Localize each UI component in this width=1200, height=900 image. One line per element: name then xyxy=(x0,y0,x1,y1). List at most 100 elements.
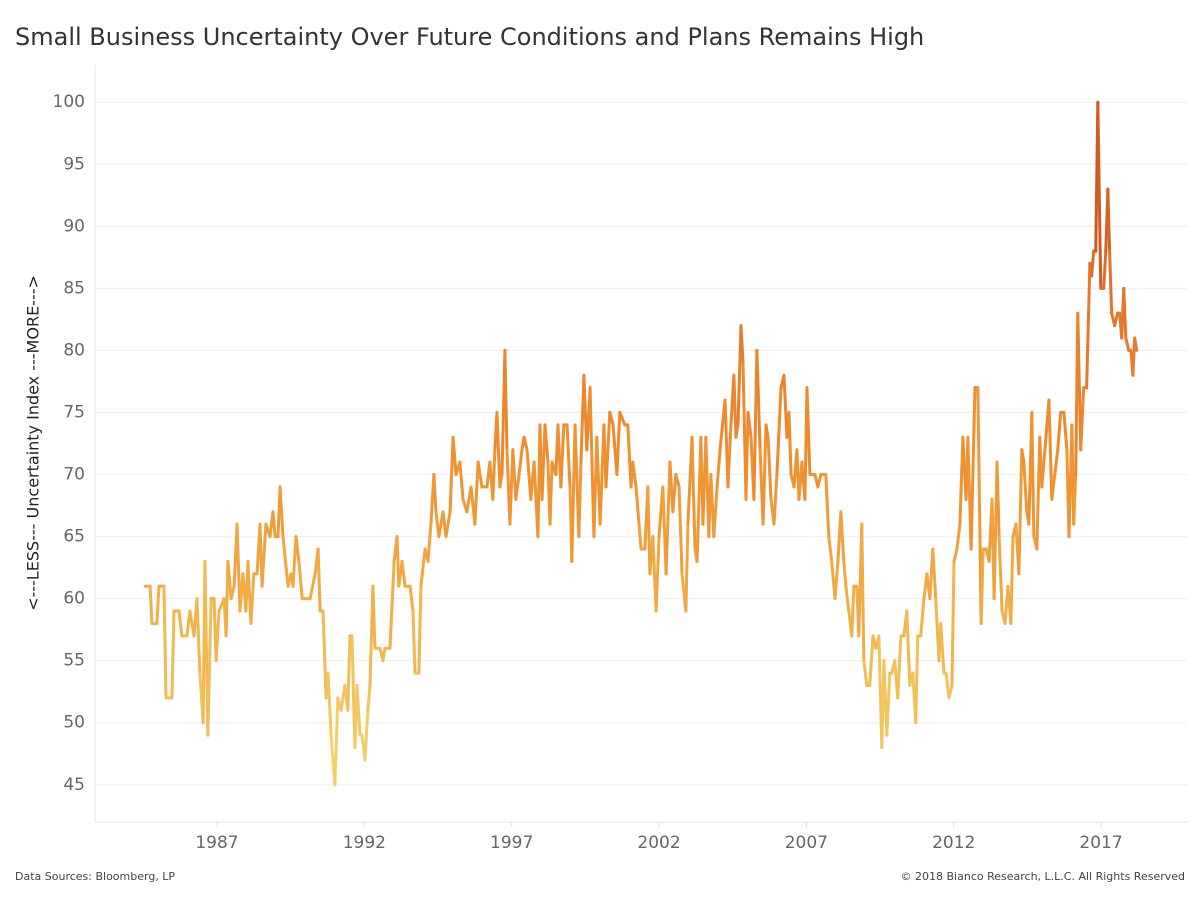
line-segment xyxy=(565,423,572,489)
line-segment xyxy=(833,559,840,601)
y-tick-label: 50 xyxy=(63,713,85,733)
line-segment xyxy=(1076,311,1083,452)
line-segment xyxy=(271,510,277,539)
line-segment xyxy=(690,435,697,551)
line-segment xyxy=(297,559,304,601)
line-segment xyxy=(444,510,452,539)
line-segment xyxy=(931,547,938,601)
line-segment xyxy=(148,584,154,625)
line-segment xyxy=(321,609,328,700)
x-tick-label: 2007 xyxy=(785,833,828,853)
line-segment xyxy=(969,386,977,551)
line-segment xyxy=(1096,100,1103,290)
line-segment xyxy=(1062,410,1069,452)
line-segment xyxy=(417,584,423,675)
line-segment xyxy=(868,634,875,687)
line-segment xyxy=(363,708,370,762)
line-segment xyxy=(1047,398,1054,501)
line-segment xyxy=(155,584,161,625)
line-segment xyxy=(955,522,962,551)
line-segment xyxy=(543,423,550,464)
line-segment xyxy=(976,386,983,625)
line-segment xyxy=(827,535,834,563)
line-segment xyxy=(411,609,417,675)
line-segment xyxy=(766,435,773,501)
line-segment xyxy=(294,535,301,563)
line-segment xyxy=(824,473,831,539)
line-segment xyxy=(326,671,333,737)
line-segment xyxy=(458,460,465,501)
line-segment xyxy=(1072,473,1078,526)
line-segment xyxy=(451,435,458,477)
line-segment xyxy=(278,485,285,539)
line-segment xyxy=(308,572,317,601)
line-segment xyxy=(860,522,866,663)
y-tick-label: 55 xyxy=(63,651,85,671)
line-segment xyxy=(734,423,740,439)
line-segment xyxy=(862,659,869,687)
line-segment xyxy=(1090,249,1096,278)
line-segment xyxy=(1030,410,1036,539)
line-segment xyxy=(919,597,926,638)
line-segment xyxy=(995,460,1001,539)
line-segment xyxy=(229,584,236,601)
line-segment xyxy=(419,547,427,588)
line-segment xyxy=(732,373,738,439)
line-segment xyxy=(388,559,396,650)
chart-title: Small Business Uncertainty Over Future C… xyxy=(15,23,924,51)
line-segment xyxy=(1133,336,1139,352)
x-tick-label: 2017 xyxy=(1079,833,1122,853)
line-segment xyxy=(226,559,233,601)
line-segment xyxy=(755,348,762,452)
line-segment xyxy=(618,410,627,427)
line-segment xyxy=(671,473,678,514)
line-segment xyxy=(1050,473,1057,501)
x-tick-label: 1992 xyxy=(343,833,386,853)
line-segment xyxy=(495,410,502,489)
y-axis-label: <---LESS--- Uncertainty Index ---MORE---… xyxy=(24,275,43,611)
line-segment xyxy=(816,473,823,489)
line-segment xyxy=(1085,262,1092,390)
line-segment xyxy=(850,584,856,638)
line-segment xyxy=(952,547,959,563)
line-segment xyxy=(1079,386,1086,452)
line-segment xyxy=(1102,249,1108,290)
y-tick-label: 60 xyxy=(63,589,85,609)
line-segment xyxy=(712,485,719,539)
line-segment xyxy=(1113,311,1120,328)
line-segment xyxy=(1022,460,1029,514)
line-segment xyxy=(726,423,733,489)
line-segment xyxy=(885,671,892,737)
line-segment xyxy=(249,572,256,625)
line-segment xyxy=(235,522,242,613)
y-tick-label: 80 xyxy=(63,340,85,360)
x-tick-label: 1997 xyxy=(490,833,533,853)
line-segment xyxy=(491,448,497,501)
line-segment xyxy=(787,410,793,477)
line-segment xyxy=(170,609,176,700)
line-segment xyxy=(503,348,509,452)
line-segment xyxy=(1053,448,1060,477)
line-segment xyxy=(355,683,362,737)
line-segment xyxy=(1040,435,1048,489)
line-segment xyxy=(844,584,851,613)
line-segment xyxy=(1124,336,1131,352)
y-tick-label: 85 xyxy=(63,278,85,298)
line-segment xyxy=(839,510,846,563)
source-note: Data Sources: Bloomberg, LP xyxy=(15,870,175,883)
line-segment xyxy=(896,634,903,700)
line-segment xyxy=(997,535,1004,613)
line-segment xyxy=(514,473,521,501)
line-segment xyxy=(333,696,340,787)
line-segment xyxy=(1017,448,1024,576)
line-segment xyxy=(905,609,912,687)
line-segment xyxy=(381,646,387,663)
line-segment xyxy=(577,460,583,539)
x-tick-label: 2012 xyxy=(932,833,975,853)
line-segment xyxy=(473,460,480,526)
line-segment xyxy=(346,634,352,712)
y-tick-label: 100 xyxy=(53,92,85,112)
x-tick-label: 2002 xyxy=(637,833,680,853)
line-segment xyxy=(1108,249,1114,315)
line-segment xyxy=(746,410,753,439)
